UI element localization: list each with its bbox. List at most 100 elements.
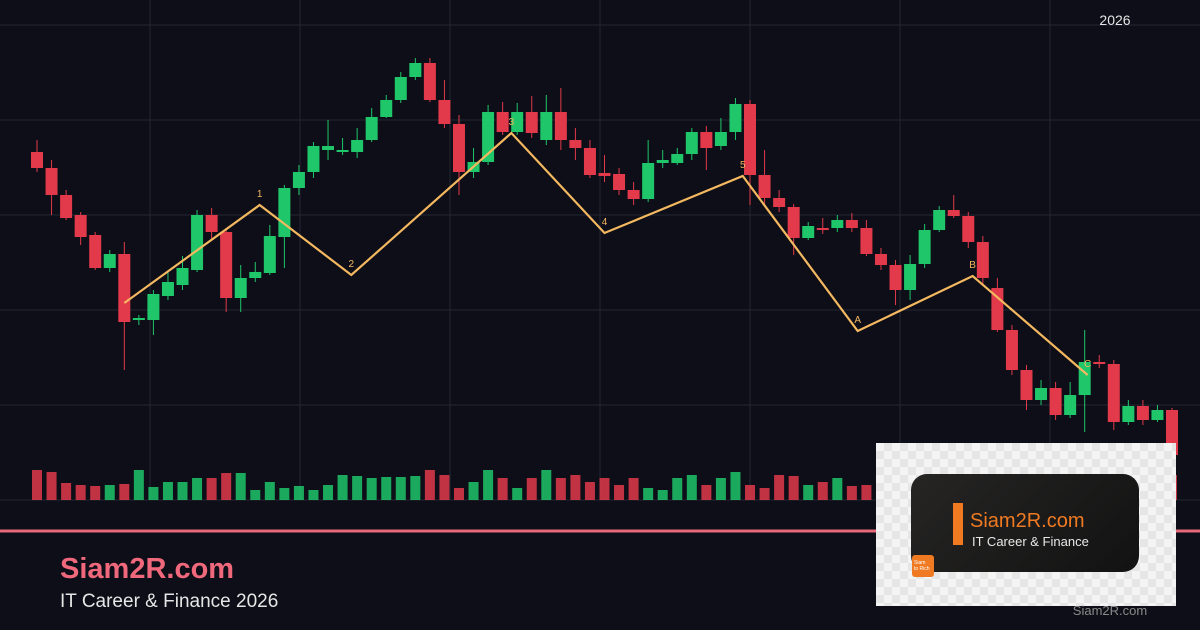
candle-body bbox=[307, 146, 320, 172]
volume-bar bbox=[395, 477, 406, 500]
volume-bar bbox=[730, 472, 741, 500]
candle-body bbox=[103, 254, 116, 268]
candle-body bbox=[482, 112, 495, 162]
candle-body bbox=[845, 220, 858, 228]
logo-text: to Rich bbox=[914, 566, 930, 572]
candle-body bbox=[351, 140, 364, 152]
candle-body bbox=[322, 146, 335, 150]
candle-body bbox=[176, 268, 189, 285]
logo: Siam to Rich bbox=[912, 555, 934, 577]
wave-label: C bbox=[1084, 359, 1091, 370]
candle-body bbox=[452, 124, 465, 172]
volume-bar bbox=[570, 475, 581, 500]
candle-body bbox=[962, 216, 975, 242]
volume-bar bbox=[439, 475, 450, 500]
candle-body bbox=[758, 175, 771, 198]
volume-bar bbox=[526, 478, 537, 500]
candle-body bbox=[60, 195, 73, 218]
candle-body bbox=[292, 172, 305, 188]
volume-bar bbox=[308, 490, 319, 500]
candle-body bbox=[74, 215, 87, 237]
volume-bar bbox=[541, 470, 552, 500]
logo-text: Siam bbox=[914, 560, 926, 566]
candle-body bbox=[1064, 395, 1077, 415]
candle-body bbox=[496, 112, 509, 132]
volume-bar bbox=[759, 488, 770, 500]
candle-body bbox=[365, 117, 378, 140]
volume-bar bbox=[133, 470, 144, 500]
volume-bar bbox=[46, 472, 57, 500]
badge-accent bbox=[953, 503, 963, 545]
volume-bar bbox=[846, 486, 857, 500]
candle-body bbox=[1093, 362, 1106, 364]
volume-bar bbox=[701, 485, 712, 500]
wave-label: 4 bbox=[602, 217, 608, 228]
volume-bar bbox=[337, 475, 348, 500]
candle-body bbox=[263, 236, 276, 273]
candle-body bbox=[205, 215, 218, 232]
volume-bar bbox=[90, 486, 101, 500]
candle-body bbox=[249, 272, 262, 278]
candle-body bbox=[31, 152, 43, 168]
candle-body bbox=[831, 220, 844, 228]
candle-body bbox=[583, 148, 596, 175]
candle-body bbox=[1020, 370, 1033, 400]
volume-bar bbox=[221, 473, 232, 500]
candle-body bbox=[889, 265, 902, 290]
candle-body bbox=[598, 173, 611, 176]
volume-bar bbox=[264, 482, 275, 500]
candle-body bbox=[569, 140, 582, 148]
volume-bar bbox=[483, 470, 494, 500]
candle-body bbox=[773, 198, 786, 207]
volume-bar bbox=[599, 478, 610, 500]
candle-body bbox=[423, 63, 436, 100]
candle-body bbox=[1151, 410, 1164, 420]
volume-bar bbox=[119, 484, 130, 500]
volume-bar bbox=[512, 488, 523, 500]
candle-body bbox=[380, 100, 393, 117]
candle-body bbox=[933, 210, 946, 230]
candle-body bbox=[1005, 330, 1018, 370]
volume-bar bbox=[614, 485, 625, 500]
candle-body bbox=[947, 210, 960, 216]
volume-bar bbox=[235, 473, 246, 500]
volume-bar bbox=[424, 470, 435, 500]
brand-tagline: IT Career & Finance 2026 bbox=[60, 591, 278, 612]
candle-body bbox=[147, 294, 160, 320]
candle-body bbox=[118, 254, 131, 322]
candle-body bbox=[802, 226, 815, 238]
volume-bar bbox=[162, 482, 173, 500]
volume-bar bbox=[745, 485, 756, 500]
candle-body bbox=[918, 230, 931, 264]
volume-bar bbox=[104, 485, 115, 500]
wave-label: A bbox=[854, 315, 861, 326]
wave-line bbox=[123, 131, 1089, 376]
volume-bar bbox=[177, 482, 188, 500]
candle-body bbox=[1136, 406, 1149, 420]
volume-bar bbox=[817, 482, 828, 500]
candle-body bbox=[554, 112, 567, 140]
candle-body bbox=[714, 132, 727, 146]
plot: 1 2 3 4 5 A B C bbox=[31, 58, 1178, 500]
volume-bar bbox=[206, 478, 217, 500]
wave-label: 3 bbox=[509, 117, 515, 128]
candle-body bbox=[278, 188, 291, 237]
candle-body bbox=[1122, 406, 1135, 422]
volume-bar bbox=[148, 487, 159, 500]
candle-body bbox=[394, 77, 407, 100]
candle-body bbox=[787, 207, 800, 238]
candle-body bbox=[438, 100, 451, 124]
volume-bar bbox=[279, 488, 290, 500]
candle-body bbox=[642, 163, 655, 199]
candle-body bbox=[744, 104, 757, 175]
candle-body bbox=[700, 132, 713, 148]
candle-body bbox=[685, 132, 698, 154]
candle-body bbox=[540, 112, 553, 140]
candle-body bbox=[336, 150, 349, 152]
badge-panel: Siam2R.com IT Career & Finance Siam to R… bbox=[876, 443, 1176, 606]
volume-bar bbox=[861, 485, 872, 500]
candle-body bbox=[89, 235, 102, 268]
year-label: 2026 bbox=[1099, 12, 1130, 28]
candle-body bbox=[409, 63, 422, 77]
volume-bar bbox=[366, 478, 377, 500]
